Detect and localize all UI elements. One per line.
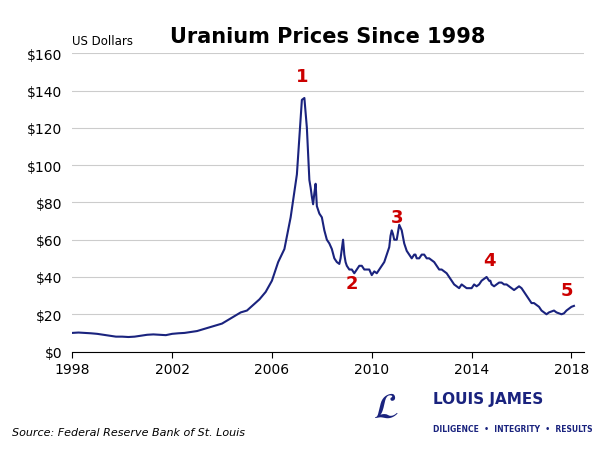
Text: Source: Federal Reserve Bank of St. Louis: Source: Federal Reserve Bank of St. Loui…: [12, 428, 245, 437]
Text: 5: 5: [560, 281, 573, 299]
Text: LOUIS JAMES: LOUIS JAMES: [433, 391, 544, 406]
Text: 4: 4: [483, 252, 495, 270]
Text: US Dollars: US Dollars: [72, 35, 133, 48]
Text: DILIGENCE  •  INTEGRITY  •  RESULTS: DILIGENCE • INTEGRITY • RESULTS: [433, 424, 593, 433]
Text: 1: 1: [296, 68, 308, 85]
Text: $\mathcal{L}$: $\mathcal{L}$: [373, 390, 399, 424]
Text: 2: 2: [346, 274, 358, 292]
Title: Uranium Prices Since 1998: Uranium Prices Since 1998: [170, 27, 486, 47]
Text: 3: 3: [391, 209, 403, 227]
